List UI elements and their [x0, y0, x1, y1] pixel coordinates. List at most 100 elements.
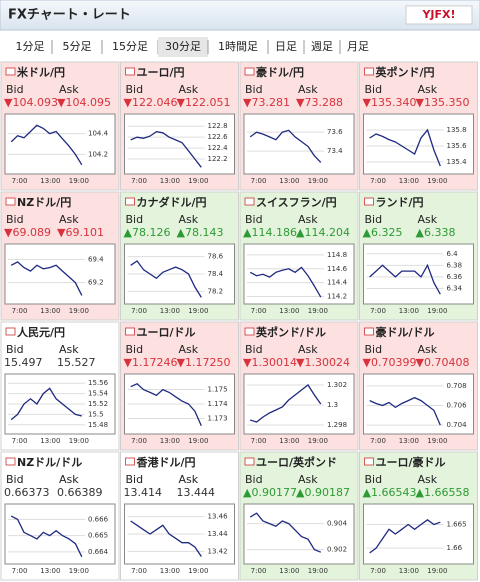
- flag-icon: [5, 197, 16, 206]
- x-tick-label: 19:00: [188, 177, 208, 185]
- x-tick-label: 13:00: [399, 177, 419, 185]
- ask-label: Ask: [179, 83, 199, 96]
- x-tick-label: 19:00: [427, 307, 447, 315]
- pair-name[interactable]: ユーロ/豪ドル: [376, 455, 446, 469]
- x-tick-label: 19:00: [427, 567, 447, 575]
- price-line: [130, 383, 202, 426]
- x-tick-label: 13:00: [399, 567, 419, 575]
- pair-name[interactable]: カナダドル/円: [137, 195, 207, 209]
- header-bar: [0, 0, 480, 31]
- x-tick-label: 7:00: [12, 307, 28, 315]
- price-line: [249, 129, 322, 163]
- tab[interactable]: 5分足: [63, 40, 92, 53]
- pair-name[interactable]: 人民元/円: [17, 325, 65, 339]
- pair-name[interactable]: 米ドル/円: [16, 65, 65, 79]
- tab[interactable]: 月足: [347, 40, 369, 53]
- ask-label: Ask: [59, 83, 79, 96]
- tab[interactable]: 1分足: [16, 40, 45, 53]
- tab[interactable]: 週足: [311, 40, 333, 53]
- ask-value: ▼104.095: [57, 96, 111, 109]
- logo: YJFX!: [421, 8, 455, 21]
- y-tick-label: 114.4: [327, 279, 348, 287]
- bid-label: Bid: [245, 473, 263, 486]
- pair-name[interactable]: ユーロ/ドル: [137, 326, 196, 339]
- bid-label: Bid: [126, 83, 144, 96]
- x-tick-label: 7:00: [251, 437, 267, 445]
- price-line: [130, 131, 202, 168]
- y-tick-label: 122.2: [208, 155, 228, 163]
- pair-name[interactable]: ユーロ/円: [137, 66, 185, 79]
- ask-label: Ask: [298, 473, 318, 486]
- bid-value: ▼104.093: [4, 96, 58, 109]
- y-tick-label: 6.34: [447, 284, 463, 292]
- x-tick-label: 19:00: [69, 437, 89, 445]
- ask-value: ▲114.204: [296, 226, 350, 239]
- y-tick-label: 78.4: [208, 270, 224, 278]
- y-tick-label: 15.54: [88, 390, 109, 398]
- pair-name[interactable]: NZドル/ドル: [17, 456, 82, 469]
- x-tick-label: 13:00: [279, 437, 299, 445]
- bid-label: Bid: [6, 473, 24, 486]
- bid-value: ▲114.186: [243, 226, 297, 239]
- x-tick-label: 7:00: [131, 307, 147, 315]
- ask-label: Ask: [418, 343, 438, 356]
- ask-label: Ask: [418, 83, 438, 96]
- chart-box: [4, 243, 116, 305]
- x-tick-label: 19:00: [308, 567, 328, 575]
- flag-icon: [364, 197, 374, 206]
- flag-icon: [364, 327, 374, 336]
- x-tick-label: 19:00: [188, 437, 208, 445]
- y-tick-label: 104.4: [88, 130, 109, 138]
- x-tick-label: 7:00: [370, 307, 386, 315]
- y-tick-label: 6.4: [447, 250, 459, 258]
- ask-label: Ask: [179, 343, 199, 356]
- x-tick-label: 7:00: [12, 177, 28, 185]
- price-line: [10, 387, 82, 421]
- bid-value: ▼122.046: [124, 96, 178, 109]
- pair-name[interactable]: 豪ドル/円: [256, 65, 304, 79]
- ask-value: ▼1.30024: [296, 356, 350, 369]
- ask-value: ▲1.66558: [416, 486, 470, 499]
- bid-label: Bid: [126, 213, 144, 226]
- y-tick-label: 1.3: [327, 401, 338, 409]
- flag-icon: [364, 67, 374, 76]
- chart-box: [243, 373, 355, 435]
- bid-label: Bid: [245, 83, 263, 96]
- y-tick-label: 122.6: [208, 133, 229, 141]
- tab[interactable]: 日足: [275, 40, 297, 53]
- pair-name[interactable]: 豪ドル/ドル: [376, 325, 435, 339]
- x-tick-label: 13:00: [399, 307, 419, 315]
- pair-name[interactable]: ユーロ/英ポンド: [256, 455, 337, 469]
- y-tick-label: 0.902: [327, 546, 347, 554]
- price-line: [369, 396, 441, 426]
- price-line: [130, 260, 202, 298]
- x-tick-label: 7:00: [131, 437, 147, 445]
- pair-name[interactable]: NZドル/円: [17, 196, 71, 209]
- x-tick-label: 7:00: [370, 177, 386, 185]
- flag-icon: [364, 457, 374, 466]
- pair-name[interactable]: ランド/円: [376, 196, 424, 209]
- pair-name[interactable]: 英ポンド/ドル: [255, 325, 326, 339]
- y-tick-label: 0.665: [88, 532, 108, 540]
- ask-value: ▲0.90187: [296, 486, 350, 499]
- x-tick-label: 13:00: [279, 567, 299, 575]
- ask-label: Ask: [418, 473, 438, 486]
- y-tick-label: 13.46: [208, 513, 229, 521]
- bid-label: Bid: [6, 83, 24, 96]
- bid-label: Bid: [365, 213, 383, 226]
- ask-value: ▼69.101: [57, 226, 104, 239]
- bid-value: ▲6.325: [363, 226, 403, 239]
- selected-tab-bg: [158, 37, 208, 57]
- pair-name[interactable]: 英ポンド/円: [375, 65, 435, 79]
- tab[interactable]: 30分足: [165, 40, 201, 53]
- ask-label: Ask: [179, 473, 199, 486]
- pair-name[interactable]: 香港ドル/円: [136, 455, 196, 469]
- x-tick-label: 13:00: [160, 567, 180, 575]
- pair-name[interactable]: スイスフラン/円: [256, 196, 337, 209]
- bid-value: ▲78.126: [124, 226, 171, 239]
- y-tick-label: 1.665: [447, 521, 467, 529]
- x-tick-label: 19:00: [308, 437, 328, 445]
- tab[interactable]: 1時間足: [218, 40, 258, 53]
- tab[interactable]: 15分足: [112, 40, 148, 53]
- y-tick-label: 1.302: [327, 381, 347, 389]
